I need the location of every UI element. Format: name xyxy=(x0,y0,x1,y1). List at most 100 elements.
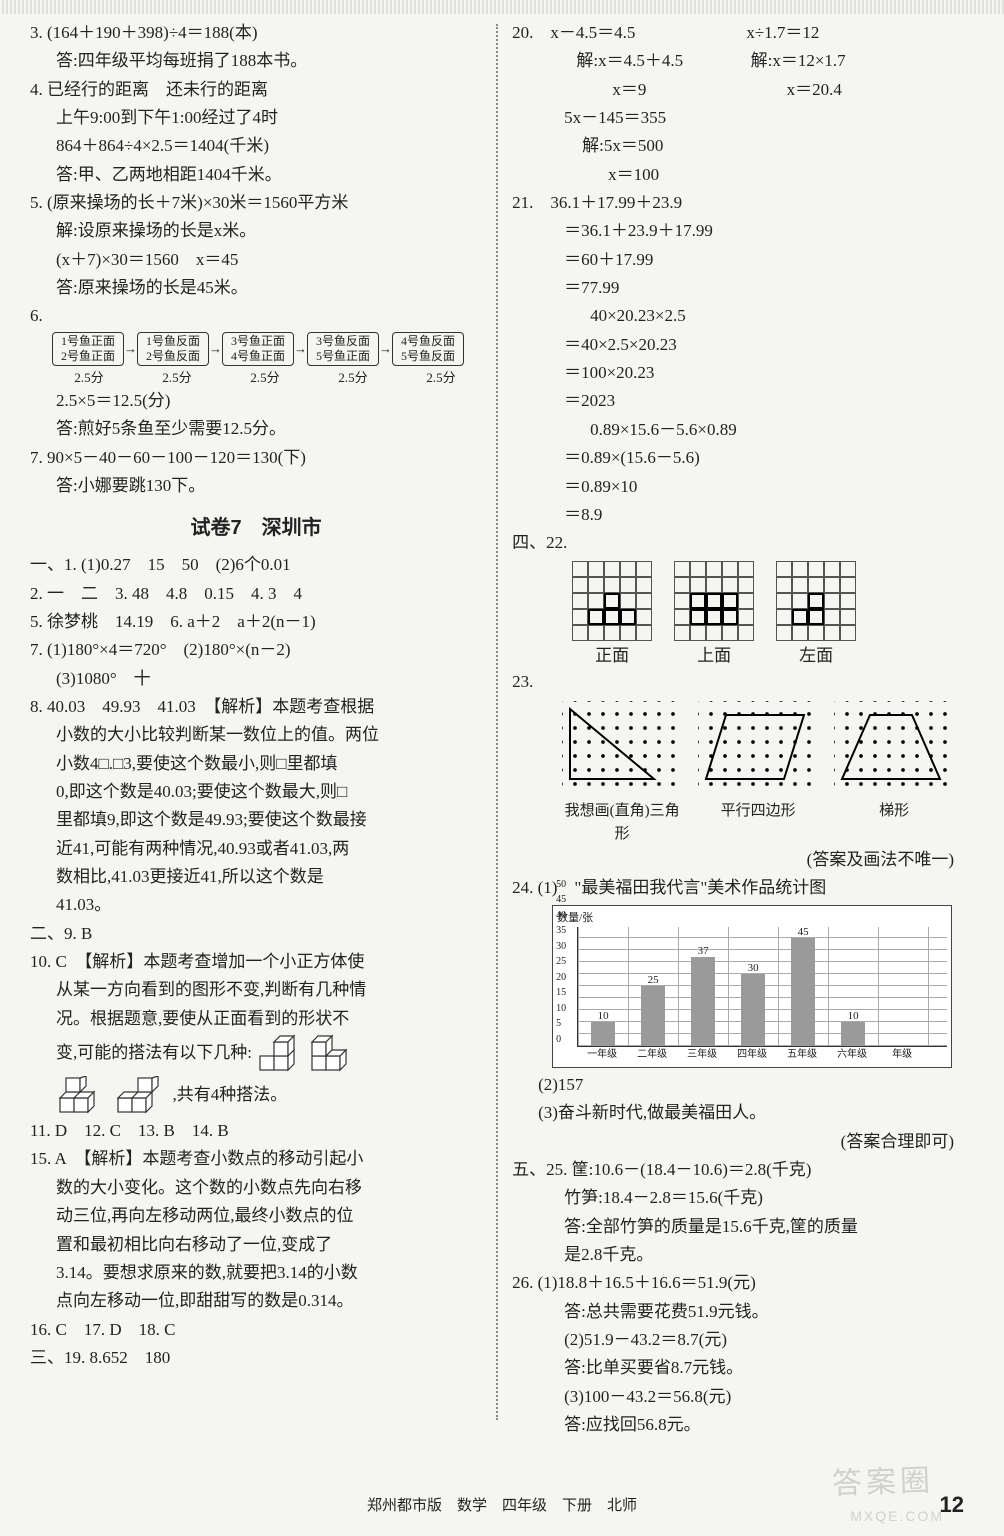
grid-top xyxy=(674,561,754,641)
s3-l1: 三、19. 8.652 180 xyxy=(30,1345,482,1371)
arrow-icon: → xyxy=(294,339,307,359)
q7-l1: 7. 90×5－40－60－100－120＝130(下) xyxy=(30,445,482,471)
q23-label: 23. xyxy=(512,669,974,695)
q26-l6: 答:应找回56.8元。 xyxy=(512,1412,974,1438)
s1-l11: 近41,可能有两种情况,40.93或者41.03,两 xyxy=(30,836,482,862)
q6-times: 2.5分 2.5分 2.5分 2.5分 2.5分 xyxy=(30,368,482,388)
q6-l1: 2.5×5＝12.5(分) xyxy=(30,388,482,414)
q6-l2: 答:煎好5条鱼至少需要12.5分。 xyxy=(30,416,482,442)
s2-l10: 动三位,再向左移动两位,最终小数点的位 xyxy=(30,1203,482,1229)
q4-l4: 答:甲、乙两地相距1404千米。 xyxy=(30,162,482,188)
q24-chart: 数量/张 05101520253035404550 102537304510 一… xyxy=(552,905,952,1068)
grid-left xyxy=(776,561,856,641)
s2-l9: 数的大小变化。这个数的小数点先向右移 xyxy=(30,1175,482,1201)
q22-grids xyxy=(512,561,974,641)
q26-l5: (3)100－43.2＝56.8(元) xyxy=(512,1384,974,1410)
s1-l8: 小数4□.□3,要使这个数最小,则□里都填 xyxy=(30,751,482,777)
s1-l3: 5. 徐梦桃 14.19 6. a＋2 a＋2(n－1) xyxy=(30,609,482,635)
q5-l1: 5. (原来操场的长＋7米)×30米＝1560平方米 xyxy=(30,190,482,216)
q23-note: (答案及画法不唯一) xyxy=(512,847,974,873)
s2-l11: 置和最初相比向右移动了一位,变成了 xyxy=(30,1232,482,1258)
q21-l1: 21. 36.1＋17.99＋23.9 xyxy=(512,190,974,216)
q3-l1: 3. (164＋190＋398)÷4＝188(本) xyxy=(30,20,482,46)
q4-l2: 上午9:00到下午1:00经过了4时 xyxy=(30,105,482,131)
s2-l7: 11. D 12. C 13. B 14. B xyxy=(30,1118,482,1144)
q5-l3: (x＋7)×30＝1560 x＝45 xyxy=(30,247,482,273)
s2-l5: 变,可能的搭法有以下几种: xyxy=(30,1034,482,1074)
s2-l14: 16. C 17. D 18. C xyxy=(30,1317,482,1343)
q6-label: 6. xyxy=(30,303,52,329)
q25-l1: 五、25. 筐:10.6－(18.4－10.6)＝2.8(千克) xyxy=(512,1157,974,1183)
q21-l3: ＝60＋17.99 xyxy=(512,247,974,273)
paper-title: 试卷7 深圳市 xyxy=(30,513,482,544)
q6-b0t: 1号鱼正面 xyxy=(55,334,121,349)
s1-l5: (3)1080° 十 xyxy=(30,666,482,692)
q26-l3: (2)51.9－43.2＝8.7(元) xyxy=(512,1327,974,1353)
s2-l2: 10. C 【解析】本题考查增加一个小正方体使 xyxy=(30,949,482,975)
s2-l4: 况。根据题意,要使从正面看到的形状不 xyxy=(30,1006,482,1032)
q26-l1: 26. (1)18.8＋16.5＋16.6＝51.9(元) xyxy=(512,1270,974,1296)
s1-l10: 里都填9,即这个数是49.93;要使这个数最接 xyxy=(30,807,482,833)
q20-l1: 20. x－4.5＝4.5 x÷1.7＝12 xyxy=(512,20,974,46)
q6-b0b: 2号鱼正面 xyxy=(55,349,121,364)
s2-l12: 3.14。要想求原来的数,就要把3.14的小数 xyxy=(30,1260,482,1286)
x-axis: 一年级二年级三年级四年级五年级六年级年级 xyxy=(577,1047,947,1063)
cube-icon xyxy=(114,1076,168,1116)
q6-boxes: 1号鱼正面2号鱼正面 → 1号鱼反面2号鱼反面 → 3号鱼正面4号鱼正面 → 3… xyxy=(30,332,482,366)
arrow-icon: → xyxy=(379,339,392,359)
q5-l4: 答:原来操场的长是45米。 xyxy=(30,275,482,301)
s2-l6: ,共有4种搭法。 xyxy=(30,1076,482,1116)
arrow-icon: → xyxy=(209,339,222,359)
s2-l5a: 变,可能的搭法有以下几种: xyxy=(56,1043,252,1062)
shape-parallelogram xyxy=(698,701,818,796)
content-columns: 3. (164＋190＋398)÷4＝188(本) 答:四年级平均每班捐了188… xyxy=(30,20,974,1420)
q25-l2: 竹笋:18.4－2.8＝15.6(千克) xyxy=(512,1185,974,1211)
q20-l5: 解:5x＝500 xyxy=(512,133,974,159)
grid-front xyxy=(572,561,652,641)
q24-l2: (2)157 xyxy=(512,1072,974,1098)
q21-l2: ＝36.1＋23.9＋17.99 xyxy=(512,218,974,244)
s1-l9: 0,即这个数是40.03;要使这个数最大,则□ xyxy=(30,779,482,805)
q21-l7: ＝100×20.23 xyxy=(512,360,974,386)
q26-l2: 答:总共需要花费51.9元钱。 xyxy=(512,1299,974,1325)
q25-l3: 答:全部竹笋的质量是15.6千克,筐的质量 xyxy=(512,1214,974,1240)
q24-l3: (3)奋斗新时代,做最美福田人。 xyxy=(512,1100,974,1126)
wavy-border xyxy=(0,0,1004,14)
left-column: 3. (164＋190＋398)÷4＝188(本) 答:四年级平均每班捐了188… xyxy=(30,20,482,1420)
q21-l6: ＝40×2.5×20.23 xyxy=(512,332,974,358)
s2-l8: 15. A 【解析】本题考查小数点的移动引起小 xyxy=(30,1146,482,1172)
cube-icon xyxy=(308,1034,356,1074)
q23-shape-labels: 我想画(直角)三角形 平行四边形 梯形 xyxy=(512,800,974,847)
q21-l10: ＝0.89×(15.6－5.6) xyxy=(512,445,974,471)
q6-b2b: 4号鱼正面 xyxy=(225,349,291,364)
q4-l1: 4. 已经行的距离 还未行的距离 xyxy=(30,77,482,103)
s1-l6: 8. 40.03 49.93 41.03 【解析】本题考查根据 xyxy=(30,694,482,720)
y-axis: 05101520253035404550 xyxy=(556,921,566,1047)
shape-triangle xyxy=(562,701,682,796)
q7-l2: 答:小娜要跳130下。 xyxy=(30,473,482,499)
q20-l3: x＝9 x＝20.4 xyxy=(512,77,974,103)
q21-l5: 40×20.23×2.5 xyxy=(512,303,974,329)
arrow-icon: → xyxy=(124,339,137,359)
s1-l12: 数相比,41.03更接近41,所以这个数是 xyxy=(30,864,482,890)
q23-shapes xyxy=(512,701,974,796)
q21-l8: ＝2023 xyxy=(512,388,974,414)
q20-l4: 5x－145＝355 xyxy=(512,105,974,131)
cube-icon xyxy=(56,1076,110,1116)
q26-l4: 答:比单买要省8.7元钱。 xyxy=(512,1355,974,1381)
shape-trapezoid xyxy=(834,701,954,796)
s1-l1: 一、1. (1)0.27 15 50 (2)6个0.01 xyxy=(30,552,482,578)
q22-label: 四、22. xyxy=(512,530,974,556)
s1-l2: 2. 一 二 3. 48 4.8 0.15 4. 3 4 xyxy=(30,581,482,607)
q20-l6: x＝100 xyxy=(512,162,974,188)
watermark: 答案圈 xyxy=(831,1458,935,1508)
q20-l2: 解:x＝4.5＋4.5 解:x＝12×1.7 xyxy=(512,48,974,74)
s1-l4: 7. (1)180°×4＝720° (2)180°×(n－2) xyxy=(30,637,482,663)
q6-b1b: 2号鱼反面 xyxy=(140,349,206,364)
q24-l4: (答案合理即可) xyxy=(512,1129,974,1155)
s2-l6a: ,共有4种搭法。 xyxy=(173,1085,288,1104)
q5-l2: 解:设原来操场的长是x米。 xyxy=(30,218,482,244)
q6-b3b: 5号鱼正面 xyxy=(310,349,376,364)
s1-l13: 41.03。 xyxy=(30,892,482,918)
q6-b4b: 5号鱼反面 xyxy=(395,349,461,364)
